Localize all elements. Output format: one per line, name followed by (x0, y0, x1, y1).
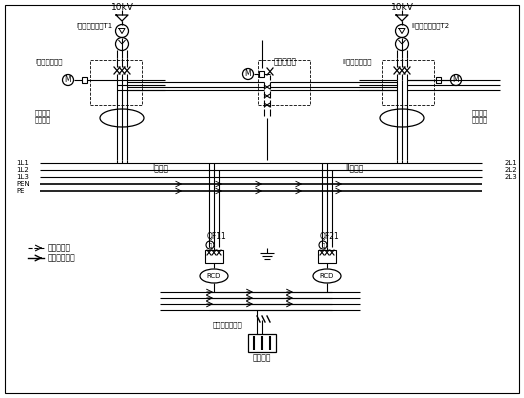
Text: M: M (245, 70, 252, 78)
Text: 2L2: 2L2 (505, 167, 518, 173)
Bar (205, 250, 223, 263)
Text: M: M (64, 76, 71, 84)
Circle shape (115, 25, 128, 37)
Bar (258, 60, 310, 105)
Text: I段进线断路器: I段进线断路器 (35, 59, 62, 65)
Text: QF11: QF11 (207, 232, 227, 242)
Circle shape (451, 74, 462, 86)
Text: RCD: RCD (319, 273, 333, 279)
Text: 接地故障
电流检测: 接地故障 电流检测 (35, 109, 51, 123)
Circle shape (319, 241, 327, 249)
Bar (90, 60, 142, 105)
Text: M: M (453, 76, 460, 84)
Text: 甲: 甲 (321, 242, 324, 248)
Circle shape (206, 241, 214, 249)
Text: 接地故障电流: 接地故障电流 (48, 254, 76, 263)
Bar (82, 77, 87, 83)
Circle shape (243, 68, 254, 80)
Text: 1L1: 1L1 (16, 160, 29, 166)
Text: 1L2: 1L2 (16, 167, 29, 173)
Bar (382, 60, 434, 105)
Bar (318, 250, 336, 263)
Text: QF21: QF21 (320, 232, 340, 242)
Text: PEN: PEN (16, 181, 30, 187)
Text: 10kV: 10kV (111, 4, 134, 12)
Bar (248, 334, 276, 352)
Text: II段母线: II段母线 (345, 164, 363, 172)
Circle shape (62, 74, 73, 86)
Text: I段母线: I段母线 (152, 164, 168, 172)
Circle shape (396, 37, 409, 51)
Text: PE: PE (16, 188, 25, 194)
Text: 接地故障
电流检测: 接地故障 电流检测 (472, 109, 488, 123)
Text: I段电力变压器T1: I段电力变压器T1 (77, 23, 113, 29)
Text: 甲: 甲 (209, 242, 212, 248)
Text: 单相接地故障点: 单相接地故障点 (213, 322, 243, 328)
Text: 母联断路器: 母联断路器 (274, 57, 297, 66)
Bar (259, 71, 264, 77)
Text: 2L1: 2L1 (505, 160, 518, 166)
Circle shape (396, 25, 409, 37)
Text: 用电设备: 用电设备 (253, 353, 271, 363)
Text: 1L3: 1L3 (16, 174, 29, 180)
Text: 10kV: 10kV (390, 4, 413, 12)
Text: II段进线断路器: II段进线断路器 (342, 59, 372, 65)
Circle shape (115, 37, 128, 51)
Text: 2L3: 2L3 (505, 174, 518, 180)
Bar (436, 77, 441, 83)
Text: II段电力变压器T2: II段电力变压器T2 (411, 23, 449, 29)
Text: RCD: RCD (206, 273, 221, 279)
Text: 中性线电流: 中性线电流 (48, 244, 71, 252)
